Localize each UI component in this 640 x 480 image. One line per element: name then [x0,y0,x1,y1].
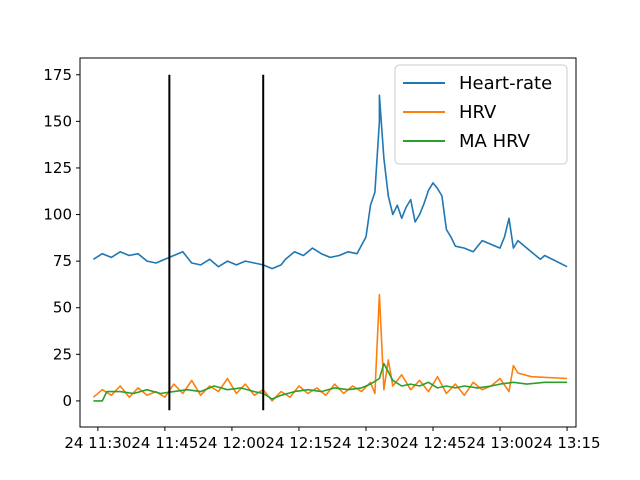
legend-label: Heart-rate [459,73,552,94]
x-tick-label: 24 12:45 [399,434,466,452]
x-tick-label: 24 13:00 [466,434,533,452]
legend-box [394,64,568,165]
series-line-heart-rate [92,94,568,270]
y-tick-label: 75 [53,252,72,270]
x-tick-label: 24 12:00 [198,434,265,452]
y-tick-label: 150 [43,112,72,130]
x-tick-label: 24 11:45 [131,434,198,452]
axes-frame [79,57,577,428]
y-tick-label: 100 [43,206,72,224]
x-axis: 24 11:30 24 11:45 24 12:00 24 12:15 24 12:30… [64,427,601,452]
y-tick-label: 175 [43,66,72,84]
series-line-ma-hrv [93,362,568,402]
y-tick-label: 50 [53,299,72,317]
y-tick-label: 0 [62,392,72,410]
y-tick-label: 25 [53,345,72,363]
x-tick-label: 24 12:15 [265,434,332,452]
x-tick-label: 24 12:30 [332,434,399,452]
y-tick-label: 125 [43,159,72,177]
legend-label: MA HRV [459,131,531,152]
vertical-lines [168,74,265,411]
x-tick-label: 24 13:15 [534,434,601,452]
y-axis: 0 25 50 75 100 125 150 175 [43,66,80,410]
series-layer [92,94,568,402]
legend-label: HRV [459,102,497,123]
legend: Heart-rate HRV MA HRV [394,64,568,165]
x-tick-label: 24 11:30 [64,434,131,452]
